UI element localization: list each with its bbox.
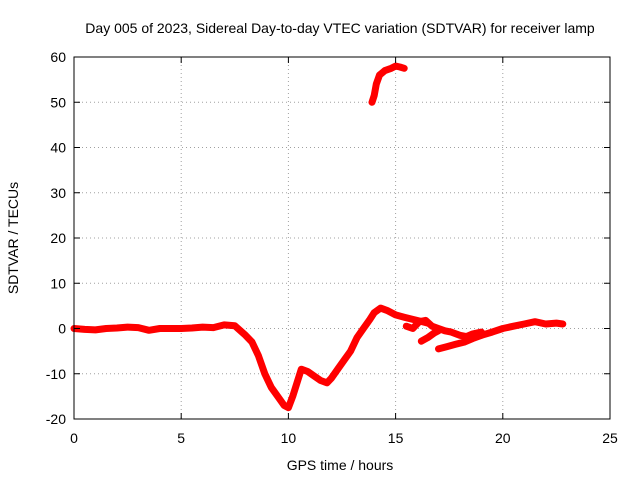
- y-tick-label: -10: [46, 366, 66, 382]
- y-tick-label: 30: [50, 185, 66, 201]
- y-tick-labels: -20 -10 0 10 20 30 40 50 60: [46, 49, 66, 427]
- series-segment-drop-b: [435, 331, 485, 353]
- series-segment-end: [477, 318, 567, 339]
- x-tick-label: 20: [495, 430, 511, 446]
- series-segment-top: [368, 62, 408, 106]
- chart-title: Day 005 of 2023, Sidereal Day-to-day VTE…: [85, 20, 595, 36]
- x-tick-label: 15: [388, 430, 404, 446]
- series-group: [70, 62, 567, 412]
- y-tick-label: 40: [50, 140, 66, 156]
- x-tick-label: 10: [281, 430, 297, 446]
- grid-lines: [74, 57, 610, 419]
- y-tick-label: 60: [50, 49, 66, 65]
- x-tick-label: 25: [602, 430, 618, 446]
- y-tick-label: 50: [50, 94, 66, 110]
- x-tick-label: 0: [70, 430, 78, 446]
- y-tick-label: -20: [46, 411, 66, 427]
- x-tick-label: 5: [177, 430, 185, 446]
- series-segment-main: [70, 304, 432, 412]
- series-segment-drop-a: [417, 327, 442, 345]
- y-tick-label: 10: [50, 275, 66, 291]
- axis-ticks: [73, 56, 611, 420]
- x-axis-label: GPS time / hours: [287, 457, 394, 473]
- y-tick-label: 0: [58, 321, 66, 337]
- x-tick-labels: 0 5 10 15 20 25: [70, 430, 618, 446]
- y-axis-label: SDTVAR / TECUs: [5, 182, 21, 294]
- y-tick-label: 20: [50, 230, 66, 246]
